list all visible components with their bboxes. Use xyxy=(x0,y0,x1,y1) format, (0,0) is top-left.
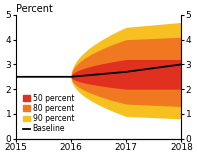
Text: Percent: Percent xyxy=(16,4,52,14)
Legend: 50 percent, 80 percent, 90 percent, Baseline: 50 percent, 80 percent, 90 percent, Base… xyxy=(21,92,76,135)
